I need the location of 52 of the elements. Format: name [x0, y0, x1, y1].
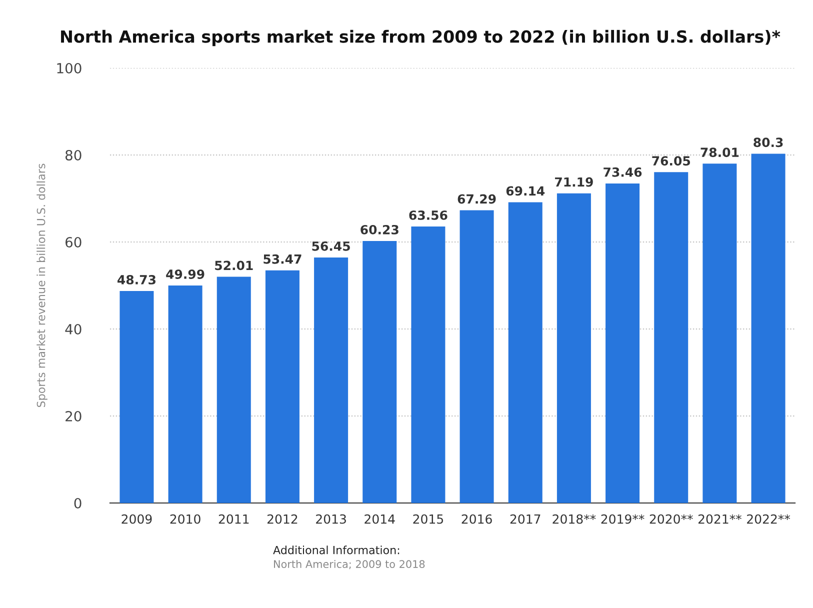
x-tick-label: 2015	[413, 514, 444, 524]
x-tick-label: 2018**	[552, 514, 596, 524]
y-tick-label: 0	[74, 498, 82, 508]
x-tick-label: 2014	[364, 514, 395, 524]
text: North America; 2009 to 2018	[274, 560, 425, 570]
bar	[168, 286, 202, 503]
data-label: 71.19	[555, 177, 593, 187]
data-label: 52.01	[215, 260, 253, 270]
bar	[216, 276, 251, 503]
x-tick-label: 2010	[170, 514, 200, 524]
data-label: 69.14	[506, 186, 545, 196]
x-tick-label: 2013	[316, 514, 346, 524]
bar	[460, 210, 494, 503]
bar	[362, 241, 397, 503]
x-tick-label: 2019**	[601, 514, 644, 524]
y-tick-label: 60	[66, 236, 82, 248]
bar	[702, 164, 737, 503]
data-label: 80.3	[754, 138, 783, 148]
data-label: 56.45	[312, 241, 350, 251]
bar	[265, 270, 300, 503]
y-tick-label: 40	[65, 324, 82, 334]
data-label: 53.47	[264, 254, 302, 264]
data-label: 67.29	[458, 194, 496, 204]
x-tick-label: 2012	[267, 514, 298, 524]
bar	[606, 183, 640, 503]
data-label: 63.56	[409, 210, 448, 220]
bar	[556, 193, 591, 503]
y-tick-label: 20	[66, 410, 82, 422]
x-tick-label: 2022**	[747, 514, 790, 524]
bar	[508, 202, 542, 503]
bar	[314, 257, 348, 503]
y-tick-label: 80	[65, 150, 82, 160]
bar	[751, 154, 786, 503]
data-label: 48.73	[118, 274, 156, 284]
bar	[120, 291, 154, 503]
data-label: 60.23	[360, 224, 398, 234]
x-tick-label: 2021**	[698, 514, 742, 524]
bar	[654, 172, 688, 503]
data-label: 73.46	[604, 167, 642, 177]
x-tick-label: 2016	[462, 514, 492, 524]
chart-title: North America sports market size from 2009 to 2022 (in billion U.S. dollars)*	[61, 30, 780, 46]
data-label: 49.99	[166, 270, 204, 279]
x-tick-label: 2020**	[650, 514, 693, 524]
y-tick-label: 100	[57, 62, 82, 74]
text: Additional Information:	[273, 546, 400, 554]
y-axis-title: Sports market revenue in billion U.S. dollars	[36, 164, 48, 408]
x-tick-label: 2011	[218, 514, 249, 524]
data-label: 78.01	[700, 148, 739, 158]
data-label: 76.05	[652, 156, 690, 166]
bar	[411, 226, 446, 503]
x-tick-label: 2009	[122, 514, 152, 524]
x-tick-label: 2017	[510, 514, 540, 524]
